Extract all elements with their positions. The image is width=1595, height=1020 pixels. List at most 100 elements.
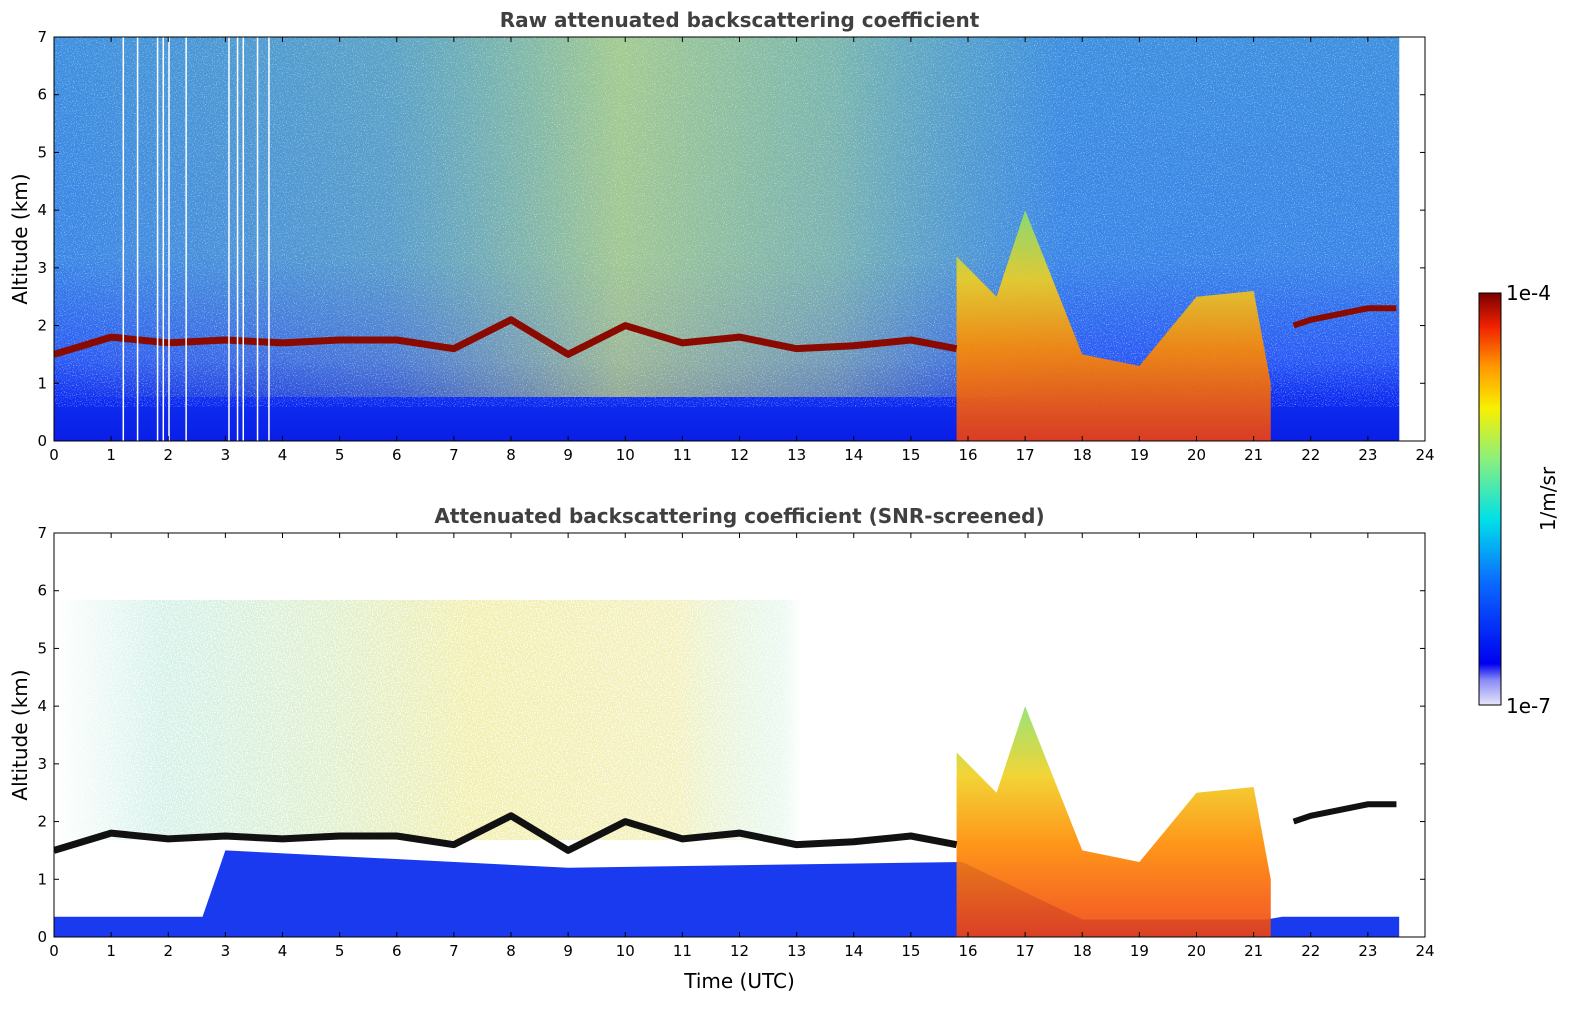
top-missing-profile <box>162 37 165 441</box>
top-xtick-label: 21 <box>1244 446 1263 464</box>
top-cloud-layer <box>54 316 958 358</box>
bottom-xtick-label: 2 <box>163 942 173 960</box>
top-xtick-label: 14 <box>844 446 863 464</box>
bottom-xtick-label: 10 <box>616 942 635 960</box>
bottom-xtick-label: 21 <box>1244 942 1263 960</box>
bottom-xtick-label: 7 <box>449 942 459 960</box>
top-y-axis-label: Altitude (km) <box>8 173 32 304</box>
top-ytick-label: 0 <box>37 432 47 450</box>
top-ytick-label: 6 <box>37 86 47 104</box>
top-heatmap <box>54 37 1425 441</box>
bottom-features <box>54 533 1425 937</box>
top-xtick-label: 22 <box>1301 446 1320 464</box>
bottom-ytick-label: 2 <box>37 813 47 831</box>
top-ytick-label: 1 <box>37 374 47 392</box>
bottom-panel-title: Attenuated backscattering coefficient (S… <box>434 504 1044 528</box>
top-missing-profile <box>268 37 270 441</box>
bottom-ytick-label: 5 <box>37 639 47 657</box>
x-axis-label: Time (UTC) <box>683 969 795 993</box>
top-missing-profile <box>228 37 230 441</box>
top-xtick-label: 9 <box>563 446 573 464</box>
bottom-no-data-region <box>1399 533 1425 937</box>
top-features <box>54 37 1425 441</box>
bottom-ytick-label: 4 <box>37 697 47 715</box>
colorbar-max-label: 1e-4 <box>1506 281 1551 305</box>
bottom-ytick-label: 0 <box>37 928 47 946</box>
colorbar-unit-label: 1/m/sr <box>1536 466 1560 531</box>
bottom-xtick-label: 17 <box>1016 942 1035 960</box>
top-ytick-label: 3 <box>37 259 47 277</box>
bottom-xtick-label: 1 <box>106 942 116 960</box>
bottom-noise-overlay <box>54 600 1094 840</box>
top-xtick-label: 1 <box>106 446 116 464</box>
top-missing-profile <box>136 37 139 441</box>
top-ytick-label: 5 <box>37 143 47 161</box>
top-xtick-label: 20 <box>1187 446 1206 464</box>
top-missing-profile <box>236 37 239 441</box>
top-panel-title: Raw attenuated backscattering coefficien… <box>500 8 980 32</box>
top-xtick-label: 10 <box>616 446 635 464</box>
top-xtick-label: 15 <box>901 446 920 464</box>
top-xtick-label: 19 <box>1130 446 1149 464</box>
top-ytick-label: 2 <box>37 317 47 335</box>
colorbar-min-label: 1e-7 <box>1506 694 1551 718</box>
top-xtick-label: 8 <box>506 446 516 464</box>
top-late-cloud-layer <box>1292 305 1397 329</box>
top-xtick-label: 6 <box>392 446 402 464</box>
top-xtick-label: 18 <box>1073 446 1092 464</box>
top-missing-profile <box>156 37 159 441</box>
bottom-xtick-label: 23 <box>1358 942 1377 960</box>
top-missing-profile <box>242 37 245 441</box>
bottom-xtick-label: 18 <box>1073 942 1092 960</box>
top-missing-profile <box>256 37 259 441</box>
bottom-heatmap <box>54 533 1425 937</box>
top-xtick-label: 5 <box>335 446 345 464</box>
top-precip-band <box>956 210 1271 441</box>
bottom-xtick-label: 9 <box>563 942 573 960</box>
top-xtick-label: 4 <box>278 446 288 464</box>
bottom-xtick-label: 4 <box>278 942 288 960</box>
top-xtick-label: 24 <box>1415 446 1434 464</box>
bottom-xtick-label: 19 <box>1130 942 1149 960</box>
top-xtick-label: 17 <box>1016 446 1035 464</box>
bottom-xtick-label: 11 <box>673 942 692 960</box>
bottom-xtick-label: 16 <box>958 942 977 960</box>
bottom-cloud-layer <box>54 812 958 854</box>
bottom-xtick-label: 8 <box>506 942 516 960</box>
top-xtick-label: 7 <box>449 446 459 464</box>
top-xtick-label: 2 <box>163 446 173 464</box>
top-ytick-label: 4 <box>37 201 47 219</box>
bottom-ytick-label: 1 <box>37 870 47 888</box>
bottom-xtick-label: 6 <box>392 942 402 960</box>
bottom-ytick-label: 6 <box>37 582 47 600</box>
bottom-xtick-label: 3 <box>221 942 231 960</box>
colorbar <box>1478 292 1502 706</box>
bottom-xtick-label: 12 <box>730 942 749 960</box>
top-no-data-region <box>1399 37 1425 441</box>
bottom-axes: 0 1 2 3 4 5 6 7 8 9 10 11 12 13 14 15 16 17 18 19 20 21 22 23 24… <box>8 524 1435 960</box>
bottom-xtick-label: 22 <box>1301 942 1320 960</box>
top-xtick-label: 12 <box>730 446 749 464</box>
top-xtick-label: 11 <box>673 446 692 464</box>
bottom-xtick-label: 5 <box>335 942 345 960</box>
bottom-y-axis-label: Altitude (km) <box>8 669 32 800</box>
bottom-xtick-label: 14 <box>844 942 863 960</box>
top-missing-profile <box>168 37 170 441</box>
bottom-ytick-label: 3 <box>37 755 47 773</box>
top-xtick-label: 23 <box>1358 446 1377 464</box>
bottom-xtick-label: 20 <box>1187 942 1206 960</box>
bottom-xtick-label: 13 <box>787 942 806 960</box>
top-axes: 0 1 2 3 4 5 6 7 8 9 10 11 12 13 14 15 16 17 18 19 20 21 22 23 24… <box>8 28 1435 464</box>
top-xtick-label: 3 <box>221 446 231 464</box>
top-xtick-label: 16 <box>958 446 977 464</box>
bottom-xtick-label: 15 <box>901 942 920 960</box>
bottom-ytick-label: 7 <box>37 524 47 542</box>
top-missing-profile <box>185 37 187 441</box>
bottom-xtick-label: 24 <box>1415 942 1434 960</box>
top-ytick-label: 7 <box>37 28 47 46</box>
top-xtick-label: 13 <box>787 446 806 464</box>
top-xtick-label: 0 <box>49 446 59 464</box>
bottom-precip-band <box>956 706 1271 937</box>
bottom-xtick-label: 0 <box>49 942 59 960</box>
